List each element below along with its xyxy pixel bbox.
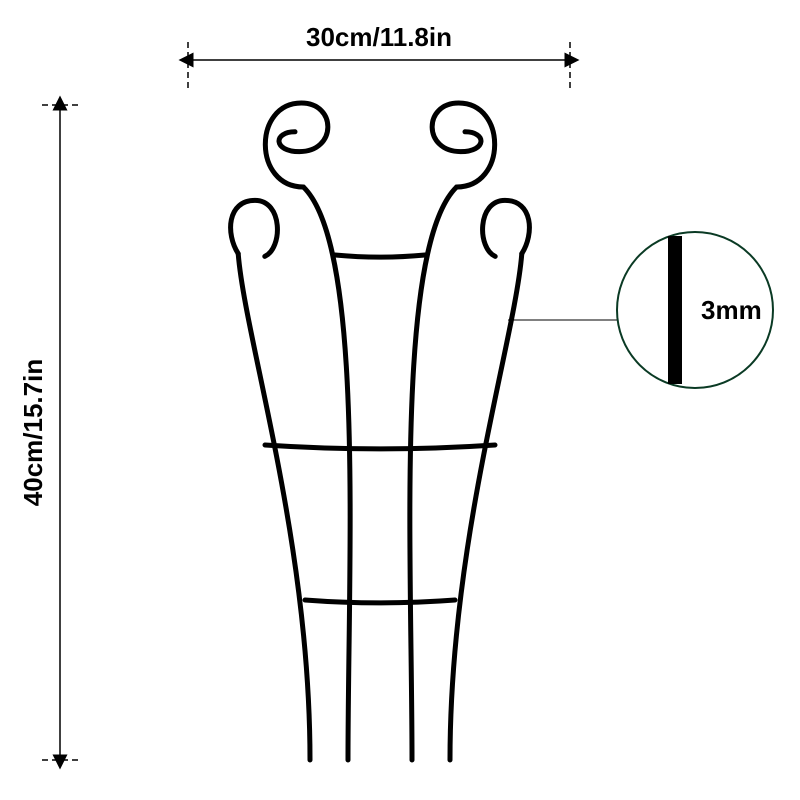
- height-dimension: 40cm/15.7in: [18, 105, 80, 760]
- outer-rod: [450, 254, 522, 760]
- wire-thickness-label: 3mm: [701, 295, 762, 325]
- outer-rod: [238, 254, 310, 760]
- crossbar: [335, 255, 425, 257]
- wire-sample-bar: [668, 236, 682, 384]
- trellis-drawing: [231, 103, 530, 760]
- inner-curl: [265, 103, 328, 187]
- width-dimension-label: 30cm/11.8in: [306, 22, 452, 52]
- inner-rod: [410, 187, 457, 760]
- height-dimension-label: 40cm/15.7in: [18, 359, 48, 506]
- crossbar: [265, 445, 495, 449]
- outer-hook: [483, 200, 530, 256]
- outer-hook: [231, 200, 278, 256]
- inner-rod: [303, 187, 350, 760]
- width-dimension: 30cm/11.8in: [188, 22, 570, 92]
- crossbar: [305, 600, 455, 603]
- inner-curl: [432, 103, 495, 187]
- wire-thickness-callout: 3mm: [508, 232, 773, 388]
